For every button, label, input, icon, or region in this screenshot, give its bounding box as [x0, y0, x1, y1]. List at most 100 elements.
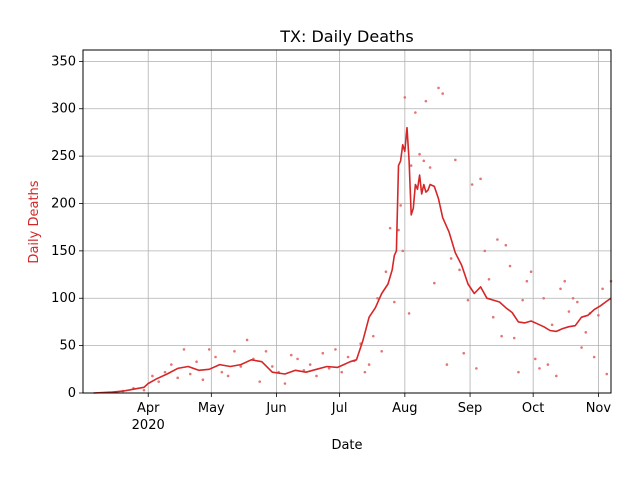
daily-point [555, 374, 558, 378]
daily-point [409, 164, 413, 167]
daily-point [580, 346, 583, 349]
daily-point [508, 264, 512, 268]
daily-point [538, 367, 541, 370]
daily-point [384, 270, 388, 274]
daily-point [491, 315, 495, 319]
daily-point [521, 298, 524, 302]
daily-point [245, 338, 249, 342]
x-tick-label: Nov [586, 401, 612, 416]
daily-point [380, 350, 384, 353]
daily-point [571, 296, 575, 300]
daily-point [258, 380, 262, 383]
daily-point [533, 357, 537, 361]
daily-point [407, 312, 411, 315]
daily-point [546, 363, 550, 366]
daily-point [363, 370, 367, 374]
daily-point [454, 158, 457, 162]
daily-point [367, 363, 371, 366]
daily-point [401, 249, 405, 253]
daily-point [176, 376, 179, 380]
y-tick-label: 300 [51, 102, 76, 117]
y-tick-label: 150 [51, 244, 76, 259]
x-tick-label: Oct [522, 401, 544, 416]
daily-point [201, 378, 205, 382]
daily-point [233, 350, 236, 353]
daily-point [584, 331, 588, 334]
x-tick-label: Apr [137, 401, 160, 416]
daily-point [414, 111, 417, 114]
daily-point [422, 159, 426, 163]
daily-point [163, 370, 167, 374]
daily-point [517, 370, 520, 374]
daily-point [424, 99, 428, 103]
daily-point [271, 365, 274, 368]
daily-point [289, 353, 293, 357]
daily-point [170, 363, 173, 366]
daily-point [399, 204, 402, 207]
daily-point [542, 296, 545, 300]
daily-point [470, 183, 474, 186]
daily-point [418, 152, 421, 156]
daily-point [264, 350, 268, 353]
daily-point [428, 166, 432, 169]
daily-point [458, 268, 461, 272]
x-tick-label: Jul [331, 401, 348, 416]
daily-point [403, 96, 407, 99]
daily-point [525, 279, 529, 283]
daily-point [567, 310, 571, 313]
daily-point [449, 257, 453, 260]
daily-point [512, 336, 516, 340]
daily-point [283, 382, 287, 385]
daily-point [597, 314, 600, 317]
x-axis-label: Date [331, 438, 362, 453]
y-tick-label: 0 [68, 386, 76, 401]
daily-point [483, 249, 487, 253]
daily-point [182, 348, 186, 351]
daily-point [592, 355, 596, 359]
daily-point [376, 296, 379, 300]
chart-title: TX: Daily Deaths [279, 27, 414, 46]
daily-point [529, 270, 533, 274]
daily-point [393, 300, 396, 304]
y-tick-label: 250 [51, 149, 76, 164]
x-tick-label: Aug [392, 401, 417, 416]
daily-point [308, 363, 312, 366]
daily-point [151, 374, 154, 378]
daily-point [214, 355, 217, 359]
daily-point [371, 334, 375, 338]
y-tick-label: 100 [51, 291, 76, 306]
x-tick-label: Jun [265, 401, 286, 416]
daily-point [441, 92, 445, 95]
daily-point [563, 279, 567, 283]
daily-point [388, 226, 392, 230]
y-tick-label: 200 [51, 196, 76, 211]
y-tick-label: 350 [51, 54, 76, 69]
daily-point [445, 363, 449, 366]
plot-frame [82, 49, 612, 394]
daily-point [462, 351, 466, 355]
daily-point [500, 334, 503, 338]
daily-point [504, 243, 508, 247]
daily-point [327, 367, 331, 370]
daily-point [226, 374, 230, 378]
rolling-average-line-layer [93, 126, 612, 394]
rolling-average-line [93, 126, 612, 394]
daily-point [334, 348, 337, 351]
daily-points-layer [121, 86, 613, 393]
grid-lines [83, 50, 611, 394]
daily-point [142, 388, 146, 392]
x-tick-year-label: 2020 [132, 418, 165, 433]
x-tick-label: May [198, 401, 225, 416]
daily-point [475, 367, 478, 370]
y-axis: 0 50 100 150 200 250 300 350 [51, 54, 83, 401]
daily-point [315, 374, 318, 378]
daily-point [437, 86, 440, 90]
daily-point [157, 380, 161, 383]
y-tick-label: 50 [59, 339, 76, 354]
daily-point [340, 370, 344, 374]
daily-point [296, 357, 299, 361]
daily-point [601, 287, 604, 291]
daily-point [550, 323, 554, 327]
daily-point [239, 365, 243, 368]
